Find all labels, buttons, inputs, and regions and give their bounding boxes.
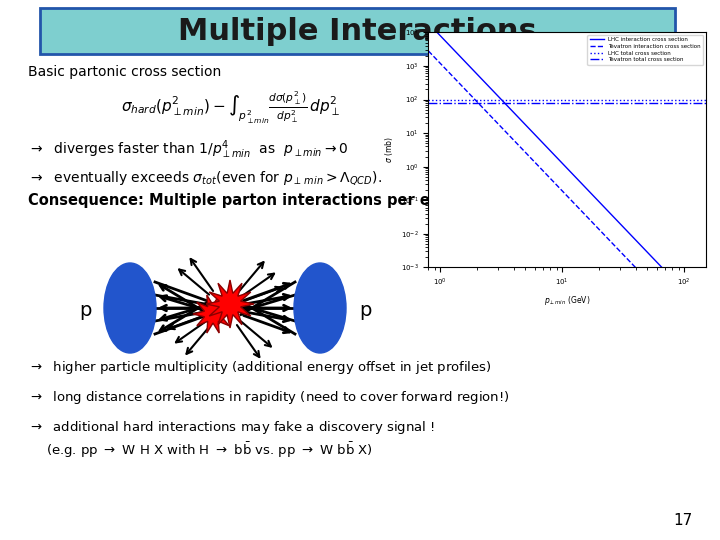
Text: Consequence: Multiple parton interactions per event: Consequence: Multiple parton interaction… — [28, 192, 467, 207]
Tevatron interaction cross section — [589, 220, 598, 227]
LHC interaction cross section — [589, 193, 598, 199]
Polygon shape — [193, 295, 233, 333]
Line: LHC interaction cross section: LHC interaction cross section — [428, 23, 706, 313]
Tevatron total cross section — [436, 100, 444, 106]
LHC interaction cross section — [588, 192, 597, 198]
LHC interaction cross section — [594, 198, 603, 204]
Text: Multiple Interactions: Multiple Interactions — [178, 17, 536, 46]
Tevatron interaction cross section — [701, 338, 710, 344]
Ellipse shape — [294, 263, 346, 353]
X-axis label: $p_{\perp min}$ (GeV): $p_{\perp min}$ (GeV) — [544, 294, 590, 307]
Tevatron interaction cross section — [675, 310, 684, 317]
Text: 17: 17 — [674, 513, 693, 528]
Tevatron interaction cross section — [594, 225, 603, 232]
Polygon shape — [206, 280, 254, 328]
FancyBboxPatch shape — [40, 8, 675, 54]
Tevatron interaction cross section — [424, 48, 433, 54]
Text: p: p — [78, 301, 91, 321]
LHC interaction cross section — [424, 20, 433, 26]
LHC interaction cross section — [675, 283, 684, 289]
Legend: LHC interaction cross section, Tevatron interaction cross section, LHC total cro: LHC interaction cross section, Tevatron … — [588, 35, 703, 65]
Ellipse shape — [104, 263, 156, 353]
Tevatron interaction cross section — [657, 292, 666, 299]
Tevatron interaction cross section — [588, 219, 597, 226]
Text: $\rightarrow$  long distance correlations in rapidity (need to cover forward reg: $\rightarrow$ long distance correlations… — [28, 389, 510, 407]
Text: $\sigma_{hard}(p^2_{\perp min}) - \int_{p^2_{\perp min}} \frac{d\sigma(p^2_\perp: $\sigma_{hard}(p^2_{\perp min}) - \int_{… — [120, 90, 339, 126]
LHC interaction cross section — [425, 21, 433, 28]
Text: $\rightarrow$  additional hard interactions may fake a discovery signal !: $\rightarrow$ additional hard interactio… — [28, 420, 435, 436]
Text: $\rightarrow$  higher particle multiplicity (additional energy offset in jet pro: $\rightarrow$ higher particle multiplici… — [28, 360, 492, 376]
LHC interaction cross section — [701, 310, 710, 316]
LHC total cross section — [436, 96, 444, 103]
Text: p: p — [359, 301, 372, 321]
Text: $\rightarrow$  diverges faster than $1/p^4_{\perp min}$  as  $p_{\perp min} \rig: $\rightarrow$ diverges faster than $1/p^… — [28, 139, 348, 161]
Y-axis label: $\sigma$ (mb): $\sigma$ (mb) — [383, 137, 395, 163]
Line: Tevatron interaction cross section: Tevatron interaction cross section — [428, 51, 706, 341]
Text: (e.g. pp $\rightarrow$ W H X with H $\rightarrow$ b$\bar{\rm b}$ vs. pp $\righta: (e.g. pp $\rightarrow$ W H X with H $\ri… — [46, 440, 373, 460]
Tevatron interaction cross section — [425, 49, 433, 55]
LHC interaction cross section — [657, 265, 666, 271]
Text: $\rightarrow$  eventually exceeds $\sigma_{tot}$(even for $p_{\perp\,min} > \Lam: $\rightarrow$ eventually exceeds $\sigma… — [28, 169, 382, 187]
Text: Basic partonic cross section: Basic partonic cross section — [28, 65, 221, 79]
